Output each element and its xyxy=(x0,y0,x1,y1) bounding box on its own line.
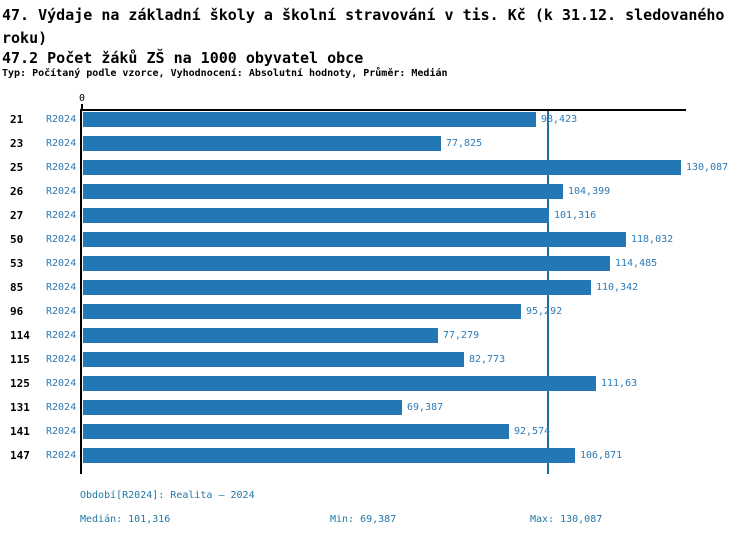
min-stat: Min: 69,387 xyxy=(330,514,397,525)
indicator-meta-line: Typ: Počítaný podle vzorce, Vyhodnocení:… xyxy=(2,68,448,79)
bar-value-label: 111,63 xyxy=(601,378,638,389)
y-axis-line xyxy=(80,109,82,474)
bar xyxy=(83,112,536,127)
row-series-label: R2024 xyxy=(46,234,77,245)
max-stat: Max: 130,087 xyxy=(530,514,603,525)
bar xyxy=(83,136,441,151)
bar-value-label: 110,342 xyxy=(596,282,639,293)
row-series-label: R2024 xyxy=(46,282,77,293)
row-series-label: R2024 xyxy=(46,306,77,317)
row-category-label: 26 xyxy=(10,185,24,198)
row-series-label: R2024 xyxy=(46,426,77,437)
row-series-label: R2024 xyxy=(46,402,77,413)
row-category-label: 50 xyxy=(10,233,24,246)
page-title: 47. Výdaje na základní školy a školní st… xyxy=(2,6,725,47)
bar-value-label: 69,387 xyxy=(407,402,444,413)
bar xyxy=(83,400,402,415)
row-category-label: 53 xyxy=(10,257,24,270)
bar xyxy=(83,256,610,271)
x-axis-line xyxy=(81,109,686,111)
row-series-label: R2024 xyxy=(46,450,77,461)
row-series-label: R2024 xyxy=(46,258,77,269)
bar xyxy=(83,184,563,199)
bar xyxy=(83,328,438,343)
row-category-label: 96 xyxy=(10,305,24,318)
bar-value-label: 92,574 xyxy=(514,426,551,437)
bar-value-label: 95,292 xyxy=(526,306,563,317)
row-category-label: 85 xyxy=(10,281,24,294)
bar xyxy=(83,232,626,247)
row-category-label: 27 xyxy=(10,209,24,222)
median-stat: Medián: 101,316 xyxy=(80,514,171,525)
row-category-label: 25 xyxy=(10,161,24,174)
row-series-label: R2024 xyxy=(46,138,77,149)
bar xyxy=(83,208,549,223)
bar-value-label: 82,773 xyxy=(469,354,506,365)
horizontal-bar-chart: 0 21 R2024 98,423 23 R2024 77,825 25 R2024 130,0… xyxy=(10,93,729,474)
row-category-label: 23 xyxy=(10,137,24,150)
row-series-label: R2024 xyxy=(46,162,77,173)
bar-value-label: 77,825 xyxy=(446,138,483,149)
row-series-label: R2024 xyxy=(46,186,77,197)
bar-value-label: 98,423 xyxy=(541,114,578,125)
bar-value-label: 77,279 xyxy=(443,330,480,341)
row-category-label: 147 xyxy=(10,449,30,462)
indicator-subtitle: 47.2 Počet žáků ZŠ na 1000 obyvatel obce xyxy=(2,49,364,67)
x-axis-zero-label: 0 xyxy=(78,93,86,104)
bar-value-label: 130,087 xyxy=(686,162,729,173)
bar xyxy=(83,160,681,175)
bar-value-label: 101,316 xyxy=(554,210,597,221)
bar-value-label: 106,871 xyxy=(580,450,623,461)
bar xyxy=(83,304,521,319)
row-category-label: 114 xyxy=(10,329,30,342)
row-series-label: R2024 xyxy=(46,114,77,125)
bar-value-label: 104,399 xyxy=(568,186,611,197)
row-series-label: R2024 xyxy=(46,354,77,365)
period-label: Období[R2024]: Realita – 2024 xyxy=(80,490,255,501)
bar-value-label: 114,485 xyxy=(615,258,658,269)
row-category-label: 21 xyxy=(10,113,24,126)
bar-value-label: 118,032 xyxy=(631,234,674,245)
row-category-label: 125 xyxy=(10,377,30,390)
row-series-label: R2024 xyxy=(46,210,77,221)
x-axis-tick xyxy=(81,104,83,110)
row-series-label: R2024 xyxy=(46,378,77,389)
row-category-label: 141 xyxy=(10,425,30,438)
row-category-label: 131 xyxy=(10,401,30,414)
bar xyxy=(83,352,464,367)
bar xyxy=(83,280,591,295)
row-series-label: R2024 xyxy=(46,330,77,341)
bar xyxy=(83,376,596,391)
bar xyxy=(83,448,575,463)
row-category-label: 115 xyxy=(10,353,30,366)
bar xyxy=(83,424,509,439)
